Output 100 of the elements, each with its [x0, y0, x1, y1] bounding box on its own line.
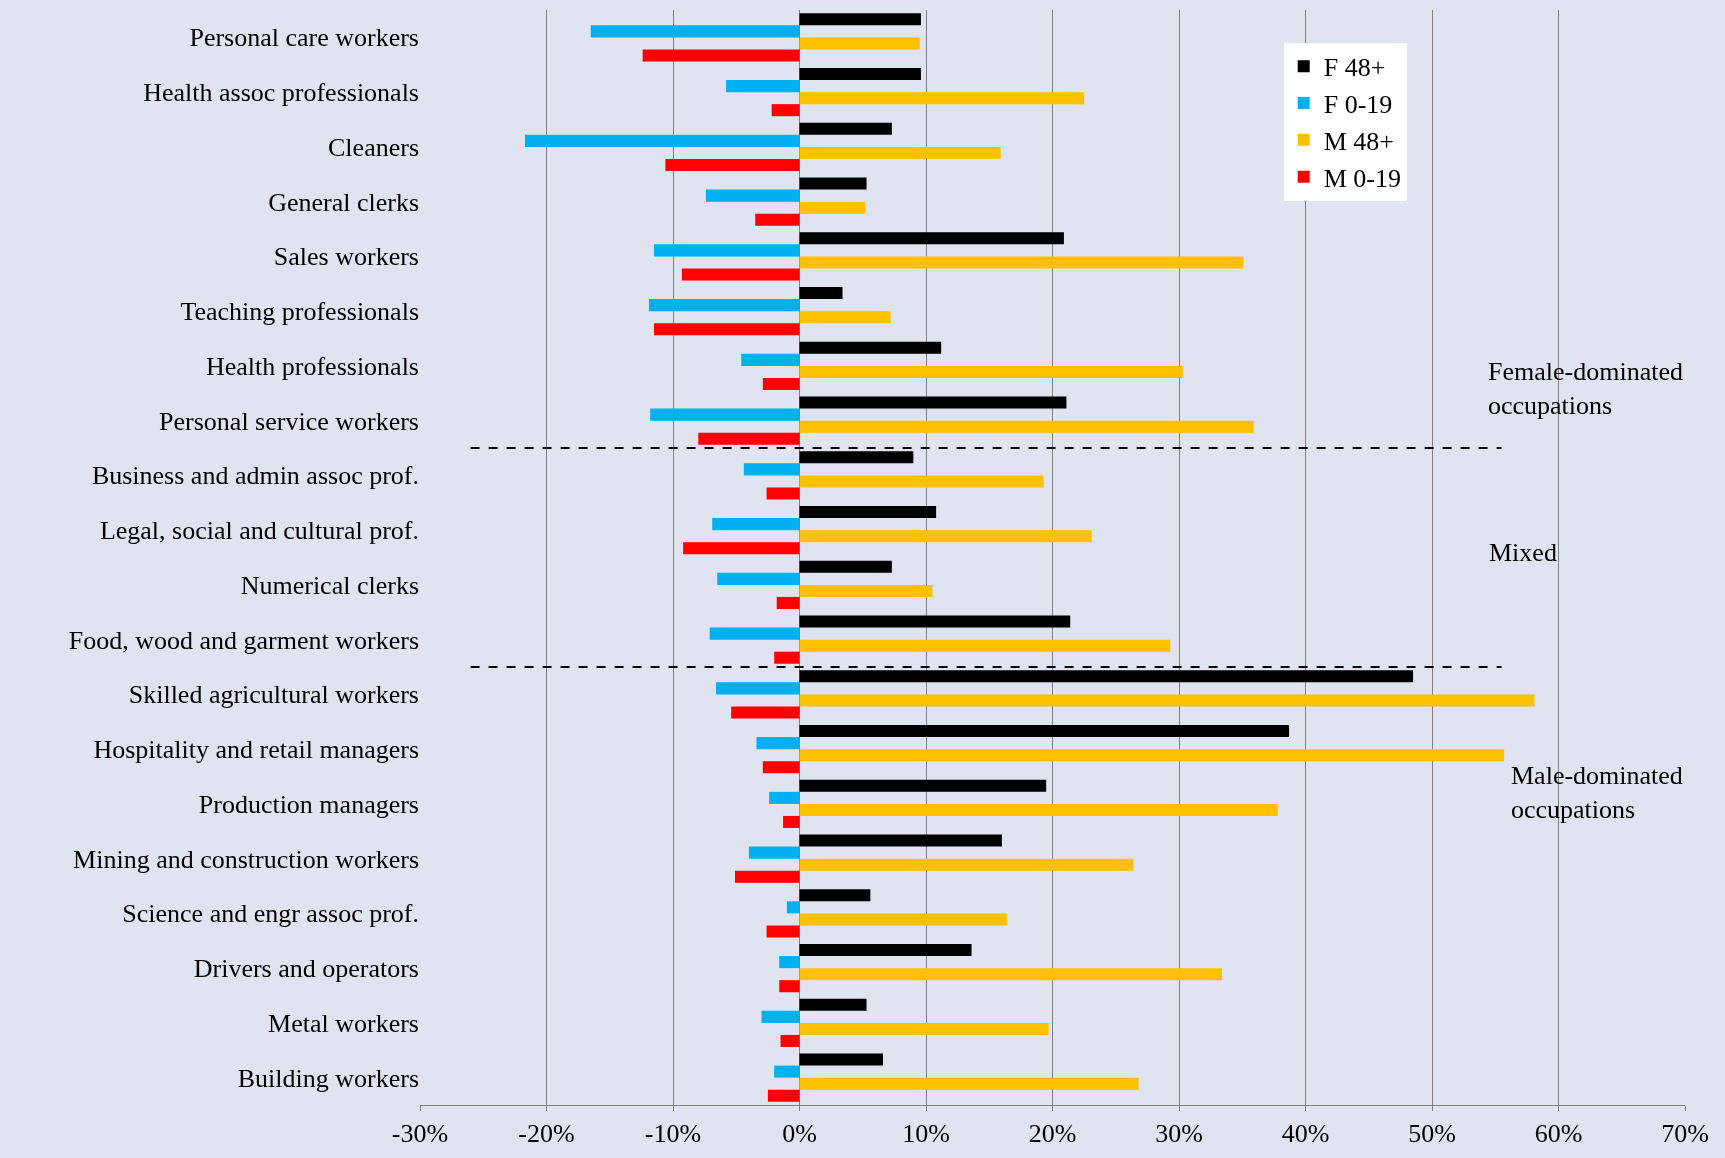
y-tick-label: Health professionals [205, 351, 419, 381]
x-tick-label: -30% [391, 1119, 449, 1149]
bar [799, 122, 892, 135]
x-tick-label: 60% [1534, 1119, 1583, 1149]
bar [654, 244, 800, 257]
y-tick-label: Metal workers [268, 1008, 419, 1038]
y-tick-label: Hospitality and retail managers [93, 735, 419, 765]
bar [779, 980, 800, 993]
bar [799, 92, 1085, 105]
bar [799, 694, 1535, 707]
bar [799, 615, 1071, 628]
bar [786, 901, 800, 914]
bar [648, 299, 800, 312]
bar [762, 761, 800, 774]
bar [799, 68, 921, 81]
bar [731, 706, 800, 719]
y-tick-label: Business and admin assoc prof. [91, 461, 419, 491]
y-tick-label: Skilled agricultural workers [128, 680, 419, 710]
bar [799, 287, 843, 300]
bar [590, 25, 800, 38]
bar [799, 834, 1002, 847]
y-tick-label: Cleaners [328, 132, 419, 162]
y-tick-label: Production managers [198, 789, 419, 819]
bar [743, 463, 800, 476]
bar [756, 737, 800, 750]
bar [799, 725, 1290, 738]
bar [799, 311, 891, 324]
bar [783, 815, 800, 828]
y-tick-label: Science and engr assoc prof. [122, 899, 419, 929]
bar [761, 1010, 800, 1023]
bar [681, 268, 800, 281]
bar [799, 889, 871, 902]
bar [780, 1034, 800, 1047]
bar [799, 37, 920, 50]
legend-label: M 0-19 [1323, 163, 1401, 193]
bar [698, 432, 800, 445]
bar [799, 944, 972, 957]
y-tick-label: Building workers [237, 1063, 419, 1093]
x-tick-label: -10% [644, 1119, 702, 1149]
bar [799, 530, 1092, 543]
y-tick-label: Legal, social and cultural prof. [99, 516, 419, 546]
x-tick-label: 10% [902, 1119, 950, 1149]
bar [716, 682, 800, 695]
bar [799, 560, 892, 573]
y-tick-label: Mining and construction workers [73, 844, 419, 874]
x-tick-label: 20% [1028, 1119, 1077, 1149]
bar [799, 146, 1001, 159]
y-tick-label: Sales workers [273, 242, 419, 272]
bar [799, 858, 1134, 871]
bar [525, 134, 800, 147]
legend-label: F 48+ [1323, 53, 1386, 83]
y-tick-label: Food, wood and garment workers [68, 625, 419, 655]
bar [799, 749, 1505, 762]
legend-label: F 0-19 [1323, 90, 1393, 120]
bar [799, 1022, 1049, 1035]
bar [799, 365, 1183, 378]
bar [769, 791, 800, 804]
x-tick-label: 0% [782, 1119, 817, 1149]
bar [705, 189, 800, 202]
bar [799, 639, 1171, 652]
bar [683, 542, 800, 555]
bar [799, 13, 921, 26]
bar [799, 341, 942, 354]
bar [799, 506, 937, 519]
bar [799, 451, 914, 464]
bar [799, 1077, 1139, 1090]
bar [766, 925, 800, 938]
annotation: Female-dominated occupations [1488, 357, 1683, 420]
bar [799, 998, 867, 1011]
bar [771, 104, 800, 117]
bar [734, 870, 800, 883]
bar [650, 408, 800, 421]
bar [762, 377, 800, 390]
bar [642, 49, 800, 62]
bar [799, 913, 1007, 926]
x-tick-label: 70% [1661, 1119, 1709, 1149]
x-tick-label: 30% [1155, 1119, 1203, 1149]
bar [799, 201, 866, 214]
bar [767, 1089, 800, 1102]
y-tick-label: Personal service workers [159, 406, 419, 436]
bar [799, 232, 1064, 245]
bar [799, 420, 1254, 433]
bar [799, 177, 867, 190]
bar [799, 803, 1278, 816]
annotation: Mixed [1489, 538, 1557, 567]
bar [741, 353, 800, 366]
bar [712, 518, 800, 531]
bar [799, 396, 1067, 409]
y-tick-label: Numerical clerks [240, 570, 419, 600]
bar [776, 596, 800, 609]
bar [726, 80, 800, 93]
bar [774, 651, 800, 664]
bar [766, 487, 800, 500]
bar [799, 475, 1044, 488]
bar [799, 256, 1244, 269]
bar [799, 670, 1414, 683]
bar [717, 572, 800, 585]
bar [799, 1053, 883, 1066]
bar [755, 213, 800, 226]
bar [665, 158, 800, 171]
